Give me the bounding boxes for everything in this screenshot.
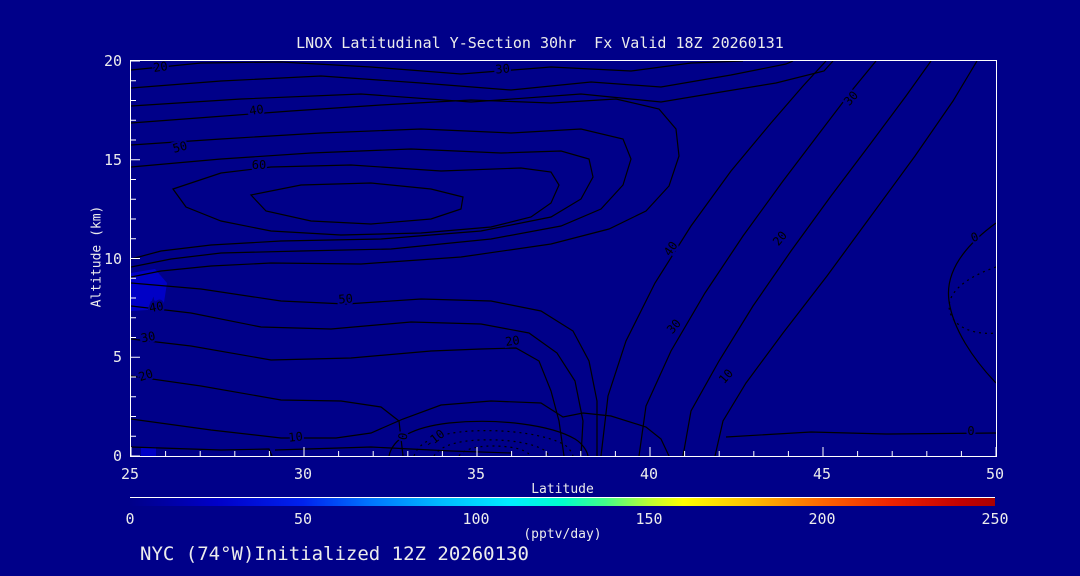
contour-label: 40 — [148, 299, 165, 315]
contour-label: 40 — [661, 239, 681, 259]
contour-line — [172, 164, 560, 236]
contour-label: 0 — [396, 432, 411, 442]
contour-line — [131, 400, 670, 456]
y-tick-label: 10 — [103, 249, 122, 268]
contour-label: 20 — [137, 366, 155, 384]
contour-label: 20 — [770, 228, 790, 248]
contour-line-negative — [433, 439, 549, 456]
colorbar-units: (pptv/day) — [523, 527, 602, 542]
contour-line — [131, 61, 744, 75]
x-tick-label: 30 — [293, 465, 313, 483]
contour-label: 10 — [288, 429, 304, 444]
x-tick-label: 25 — [120, 465, 140, 483]
x-tick-label: 45 — [812, 465, 832, 483]
colorbar-tick-label: 50 — [293, 510, 313, 528]
contour-label: 20 — [152, 61, 168, 75]
contour-line — [131, 282, 598, 456]
colorbar-tick-label: 0 — [125, 510, 135, 528]
contour-label: 60 — [252, 158, 266, 172]
contour-line — [638, 61, 877, 456]
y-axis-label: Altitude (km) — [89, 205, 105, 308]
contour-label: 30 — [495, 61, 511, 76]
contour-label: 0 — [967, 424, 974, 438]
contour-line — [131, 446, 273, 456]
colorbar-tick-label: 100 — [462, 510, 490, 528]
x-tick-label: 35 — [466, 465, 486, 483]
colorbar-tick-label: 250 — [981, 510, 1009, 528]
contour-line — [388, 420, 589, 456]
y-tick-label: 15 — [103, 150, 122, 169]
y-tick-label: 20 — [103, 52, 122, 70]
contour-line — [131, 375, 404, 456]
shaded-region — [141, 447, 156, 456]
y-tick-label: 0 — [112, 447, 122, 465]
contour-label: 10 — [716, 366, 736, 386]
contour-line-negative — [458, 445, 531, 456]
contour-plot-area: 20 30 40 50 60 30 40 20 30 10 0 0 40 30 20 50 20 10 -10 0 — [130, 60, 997, 457]
init-info-text: NYC (74°W)Initialized 12Z 20260130 — [140, 543, 529, 565]
y-tick-label: 5 — [112, 348, 122, 367]
contour-label: 30 — [841, 88, 861, 108]
contour-line — [131, 338, 565, 456]
chart-title: LNOX Latitudinal Y-Section 30hr Fx Valid… — [296, 34, 784, 52]
contour-line — [131, 148, 594, 260]
contour-line — [714, 61, 978, 456]
contour-line — [947, 222, 996, 384]
contour-line-negative — [413, 430, 574, 456]
shaded-region — [131, 269, 167, 311]
contour-label: 40 — [248, 102, 264, 118]
colorbar-tick-label: 200 — [808, 510, 836, 528]
x-tick-label: 40 — [639, 465, 659, 483]
contour-line — [682, 61, 932, 456]
contour-line — [131, 61, 794, 91]
contour-label: 50 — [338, 291, 354, 306]
contour-line — [131, 98, 680, 278]
contour-line — [131, 61, 834, 107]
contour-label: 50 — [171, 139, 189, 156]
contour-line — [600, 61, 827, 456]
x-tick-label: 50 — [985, 465, 1005, 483]
contour-line — [131, 128, 632, 268]
colorbar-tick-label: 150 — [635, 510, 663, 528]
contour-line — [274, 446, 512, 454]
contour-line — [249, 182, 464, 225]
x-axis-label: Latitude — [531, 482, 594, 497]
contour-line — [725, 431, 996, 438]
contour-line-negative — [948, 266, 996, 334]
contour-line — [131, 305, 584, 456]
contour-label: 30 — [140, 329, 157, 346]
contour-label: 20 — [504, 333, 520, 349]
colorbar — [130, 497, 995, 506]
